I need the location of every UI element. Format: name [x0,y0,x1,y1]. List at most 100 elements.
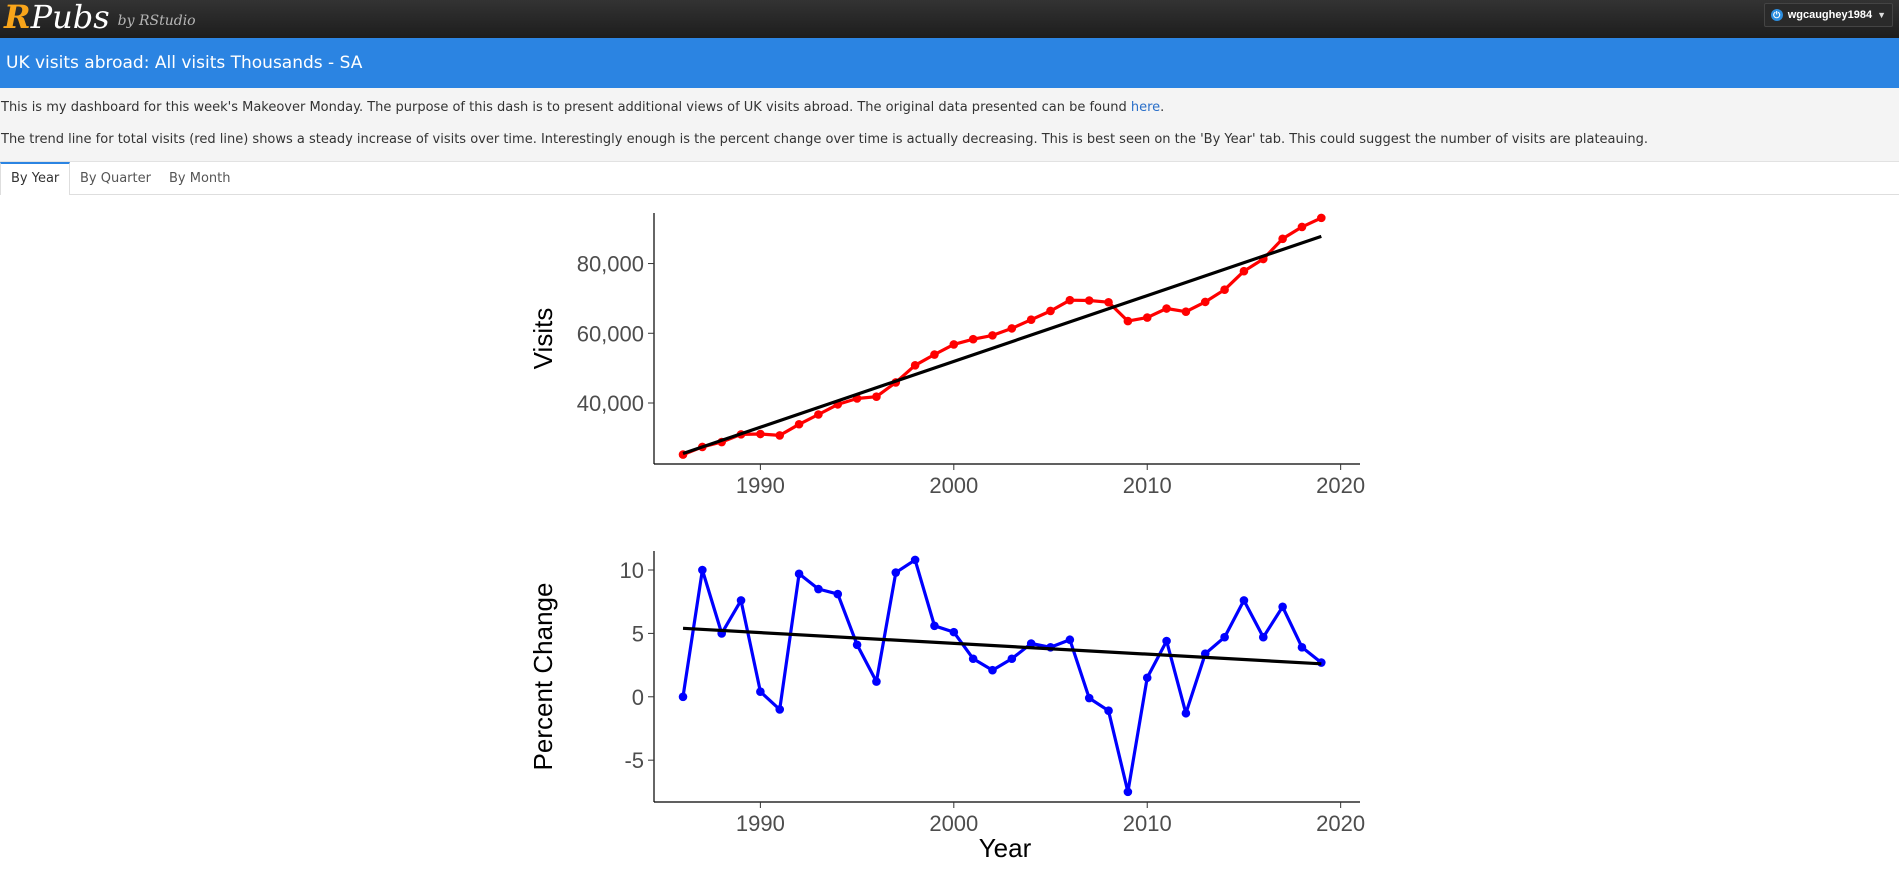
x-tick-label: 2000 [929,811,978,836]
data-point [1026,315,1036,324]
tab-by-year[interactable]: By Year [0,162,71,195]
data-point [1123,316,1133,326]
data-point [678,692,688,702]
x-tick-label: 1990 [736,811,785,836]
description-text-1: This is my dashboard for this week's Mak… [1,100,1131,115]
data-point [833,589,843,599]
data-point [1142,313,1152,322]
data-point [1007,654,1017,664]
data-point [1026,639,1036,648]
description-paragraph-1: This is my dashboard for this week's Mak… [1,100,1164,115]
series-line [681,558,1323,794]
data-point [1200,297,1210,307]
data-point [872,392,881,402]
x-axis-title: Year [979,833,1032,863]
data-point [891,568,901,577]
data-point [852,640,862,650]
tab-by-quarter[interactable]: By Quarter [80,171,151,186]
data-point [698,565,707,575]
data-point [775,705,785,714]
data-point [1142,673,1152,683]
data-point [1007,324,1017,333]
x-tick-label: 2000 [929,473,978,498]
data-point [968,654,978,664]
data-point [949,340,959,349]
original-data-link[interactable]: here [1130,100,1161,115]
top-navbar: RPubs by RStudio ⏻ wgcaughey1984 ▼ [0,0,1899,39]
y-tick-label: 60,000 [577,321,644,346]
data-point [1297,222,1307,232]
data-point [1123,787,1133,797]
data-point [756,687,765,697]
data-point [1104,297,1113,307]
data-point [988,331,997,340]
power-icon: ⏻ [1770,9,1783,21]
data-point [872,677,881,686]
data-point [1278,602,1287,612]
data-point [775,431,785,440]
data-point [814,410,823,419]
y-axis-title: Percent Change [528,583,558,771]
y-tick-label: 5 [632,621,644,646]
user-menu-button[interactable]: ⏻ wgcaughey1984 ▼ [1763,3,1893,27]
data-point [1162,636,1171,646]
data-point [756,429,765,439]
data-point [1317,213,1326,223]
data-point [1239,596,1249,605]
y-tick-label: 0 [632,685,644,710]
description-panel: This is my dashboard for this week's Mak… [0,88,1899,162]
data-point [1104,706,1113,716]
description-period: . [1160,100,1165,115]
dashboard-title-bar: UK visits abroad: All visits Thousands -… [0,38,1899,88]
trend-line [682,234,1322,456]
series-line [682,216,1322,457]
x-tick-label: 2020 [1316,811,1365,836]
data-point [1258,632,1268,642]
data-point [1181,307,1191,316]
rpubs-logo[interactable]: RPubs by RStudio [4,0,196,38]
data-point [736,596,746,605]
y-tick-label: 80,000 [577,252,644,277]
data-point [1220,285,1229,294]
data-point [1065,295,1075,305]
description-paragraph-2: The trend line for total visits (red lin… [1,132,1649,147]
data-point [794,569,804,579]
logo-r: R [4,0,31,36]
data-point [930,621,939,631]
data-point [988,665,997,675]
x-tick-label: 2020 [1316,473,1365,498]
data-point [814,584,823,594]
x-tick-label: 1990 [736,473,785,498]
data-point [1220,632,1229,642]
data-point [1084,296,1094,305]
data-point [1239,266,1249,276]
data-point [1278,234,1287,244]
logo-byline: by RStudio [117,13,196,29]
tab-bar: By Year By Quarter By Month [0,162,1899,195]
chart-percent-change: -5 0 5 10 1990 2000 2010 2020 Percent Change Year [528,551,1365,863]
y-tick-label: -5 [624,748,644,773]
y-tick-label: 40,000 [577,391,644,416]
tab-by-month[interactable]: By Month [169,171,231,186]
data-point [910,555,920,565]
data-point [1046,306,1055,316]
logo-pubs: Pubs [30,0,110,36]
y-axis-title: Visits [528,308,558,370]
y-tick-label: 10 [620,558,644,583]
data-point [910,361,920,370]
x-tick-label: 2010 [1123,473,1172,498]
data-point [949,627,959,637]
data-point [1065,635,1075,645]
data-point [1181,708,1191,718]
username: wgcaughey1984 [1787,9,1873,21]
caret-down-icon: ▼ [1877,10,1886,20]
trend-line [682,626,1322,666]
data-point [968,334,978,344]
x-tick-label: 2010 [1123,811,1172,836]
chart-visits: 40,000 60,000 80,000 1990 2000 2010 2020 Visits [528,213,1365,498]
data-point [930,350,939,359]
data-point [794,419,804,429]
data-point [1084,693,1094,703]
dashboard-title: UK visits abroad: All visits Thousands -… [6,53,363,73]
